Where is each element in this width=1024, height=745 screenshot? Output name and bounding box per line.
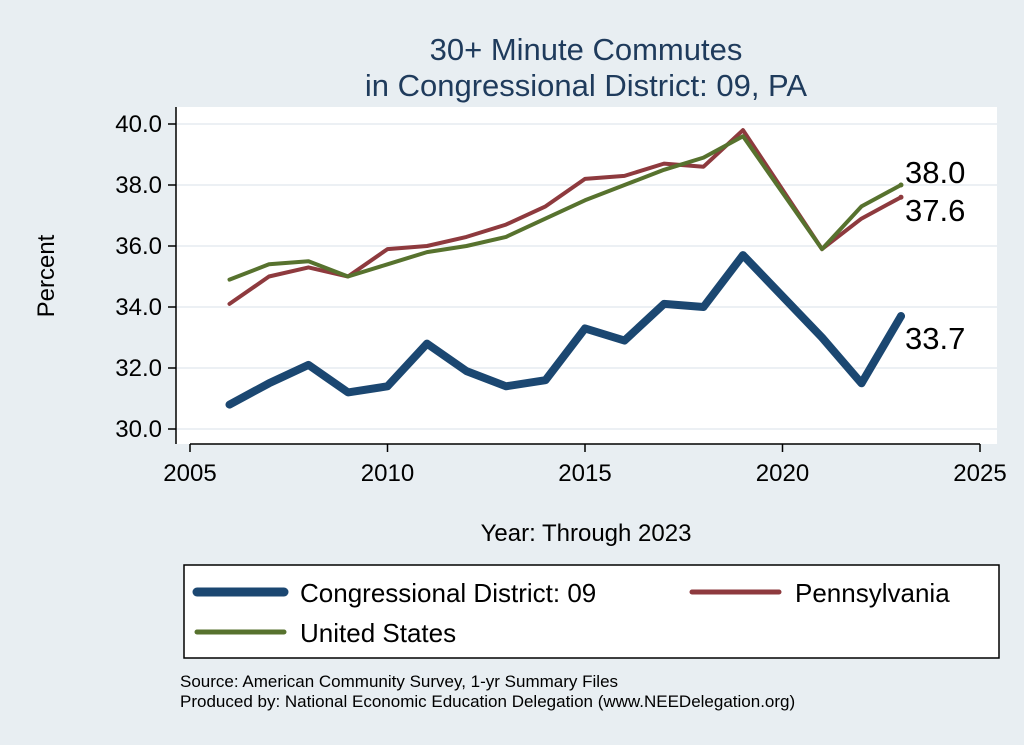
- plot-area: [176, 107, 997, 444]
- chart-title-line-1: 30+ Minute Commutes: [430, 32, 743, 67]
- series-line-2: [227, 134, 903, 282]
- x-tick-label-3: 2020: [756, 460, 809, 487]
- y-tick-label-4: 38.0: [115, 172, 162, 199]
- y-tick-label-0: 30.0: [115, 416, 162, 443]
- y-tick-label-1: 32.0: [115, 355, 162, 382]
- series-line-0: [225, 251, 905, 409]
- source-note: Source: American Community Survey, 1-yr …: [180, 672, 618, 691]
- axes: 30.0 32.0 34.0 36.0 38.0 40.0 2005 2010 2015 2020…: [115, 107, 1007, 487]
- series-end-point-0: [897, 312, 905, 321]
- producer-note: Produced by: National Economic Education…: [180, 692, 795, 711]
- y-tick-label-5: 40.0: [115, 111, 162, 138]
- chart-title-line-2: in Congressional District: 09, PA: [365, 68, 808, 103]
- x-tick-label-2: 2015: [558, 460, 611, 487]
- y-axis-title: Percent: [33, 234, 60, 317]
- legend-label-2: United States: [300, 618, 456, 648]
- legend-box: [183, 564, 1000, 659]
- legend: Congressional District: 09 Pennsylvania Un…: [192, 578, 950, 648]
- x-tick-label-0: 2005: [163, 460, 216, 487]
- y-tick-label-3: 36.0: [115, 233, 162, 260]
- end-label-1: 37.6: [905, 193, 965, 228]
- x-axis-title: Year: Through 2023: [481, 520, 692, 547]
- legend-label-0: Congressional District: 09: [300, 578, 596, 608]
- series-lines: [225, 128, 905, 409]
- x-tick-label-4: 2025: [953, 460, 1006, 487]
- end-label-2: 38.0: [905, 155, 965, 190]
- end-labels: 33.7 37.638.0: [905, 155, 965, 356]
- y-tick-label-2: 34.0: [115, 294, 162, 321]
- series-end-point-2: [898, 182, 904, 188]
- end-label-0: 33.7: [905, 321, 965, 356]
- series-end-point-1: [898, 194, 904, 200]
- x-tick-label-1: 2010: [361, 460, 414, 487]
- legend-label-1: Pennsylvania: [795, 578, 950, 608]
